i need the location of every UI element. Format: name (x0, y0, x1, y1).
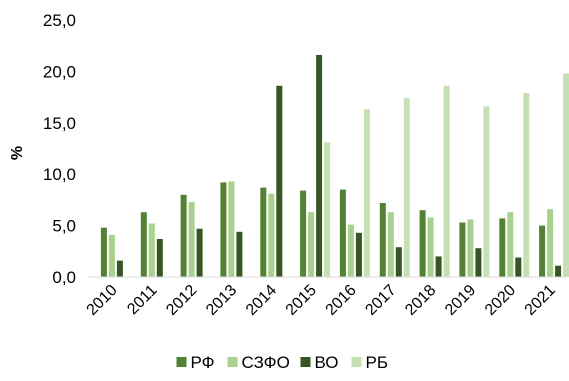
x-tick-label: 2013 (203, 282, 240, 319)
bar-ВО-2011 (156, 239, 163, 277)
bar-РФ-2011 (140, 212, 147, 277)
y-axis-title: % (9, 146, 26, 160)
legend-label: РБ (366, 353, 389, 372)
y-tick-label: 15,0 (43, 114, 76, 133)
bar-РБ-2015 (324, 142, 331, 277)
bar-РБ-2021 (563, 73, 569, 277)
bar-РБ-2020 (523, 93, 530, 277)
bar-РФ-2010 (100, 227, 107, 277)
legend-label: СЗФО (242, 353, 290, 372)
legend-label: РФ (191, 353, 215, 372)
bar-СЗФО-2013 (228, 181, 235, 277)
legend-swatch-ВО (300, 357, 311, 367)
x-tick-label: 2021 (522, 282, 559, 319)
bar-РФ-2021 (539, 225, 546, 277)
bar-СЗФО-2021 (547, 209, 554, 277)
bar-РФ-2020 (499, 218, 506, 277)
bar-СЗФО-2016 (347, 224, 354, 277)
bar-СЗФО-2018 (427, 217, 434, 277)
x-tick-label: 2011 (124, 282, 160, 318)
x-axis-labels: 2010 2011 2012 2013 2014 2015 2016 2017 2018 2019… (84, 282, 559, 319)
bar-СЗФО-2014 (268, 193, 275, 277)
bar-РБ-2019 (483, 106, 490, 278)
x-tick-label: 2010 (84, 282, 121, 319)
bar-СЗФО-2010 (108, 234, 115, 277)
y-tick-label: 20,0 (43, 62, 76, 81)
bar-РБ-2018 (443, 85, 450, 277)
bar-ВО-2021 (555, 265, 562, 277)
x-tick-label: 2020 (482, 282, 519, 319)
x-tick-label: 2015 (283, 282, 320, 319)
bar-РФ-2016 (339, 189, 346, 277)
bar-СЗФО-2020 (507, 212, 514, 277)
x-tick-label: 2017 (362, 282, 399, 319)
bars (100, 55, 569, 278)
x-tick-label: 2019 (442, 282, 479, 319)
bar-ВО-2010 (116, 260, 123, 277)
bar-ВО-2013 (236, 231, 243, 277)
bar-РФ-2018 (419, 210, 426, 277)
bar-ВО-2018 (435, 256, 442, 277)
bar-РФ-2015 (300, 190, 307, 277)
bar-СЗФО-2012 (188, 202, 195, 277)
bar-ВО-2020 (515, 257, 522, 277)
y-tick-label: 10,0 (43, 165, 76, 184)
bar-РФ-2019 (459, 222, 466, 277)
y-tick-label: 25,0 (43, 11, 76, 30)
x-tick-label: 2018 (402, 282, 439, 319)
y-tick-label: 5,0 (52, 217, 76, 236)
bar-СЗФО-2019 (467, 219, 474, 277)
x-tick-label: 2016 (323, 282, 360, 319)
bar-ВО-2014 (276, 85, 283, 277)
bar-СЗФО-2017 (387, 212, 394, 277)
bar-ВО-2017 (395, 247, 402, 277)
x-tick-label: 2014 (243, 282, 280, 319)
bar-РФ-2013 (220, 182, 227, 277)
legend: РФ СЗФО ВО РБ (176, 353, 389, 372)
bar-ВО-2019 (475, 248, 482, 277)
y-axis-ticks: 0,0 5,0 10,0 15,0 20,0 25,0 (43, 11, 76, 287)
bar-РФ-2017 (379, 203, 386, 277)
y-tick-label: 0,0 (52, 268, 76, 287)
legend-swatch-СЗФО (227, 357, 238, 367)
bar-СЗФО-2015 (308, 212, 315, 277)
bar-СЗФО-2011 (148, 223, 155, 277)
bar-ВО-2015 (316, 55, 323, 277)
x-tick-label: 2012 (163, 282, 200, 319)
bar-РБ-2016 (363, 109, 370, 278)
legend-swatch-РФ (176, 357, 187, 367)
legend-swatch-РБ (351, 357, 362, 367)
bar-ВО-2012 (196, 228, 203, 277)
bar-ВО-2016 (355, 232, 362, 277)
legend-label: ВО (315, 353, 339, 372)
bar-РФ-2012 (180, 194, 187, 277)
bar-РФ-2014 (260, 187, 267, 277)
bar-РБ-2017 (403, 98, 410, 277)
